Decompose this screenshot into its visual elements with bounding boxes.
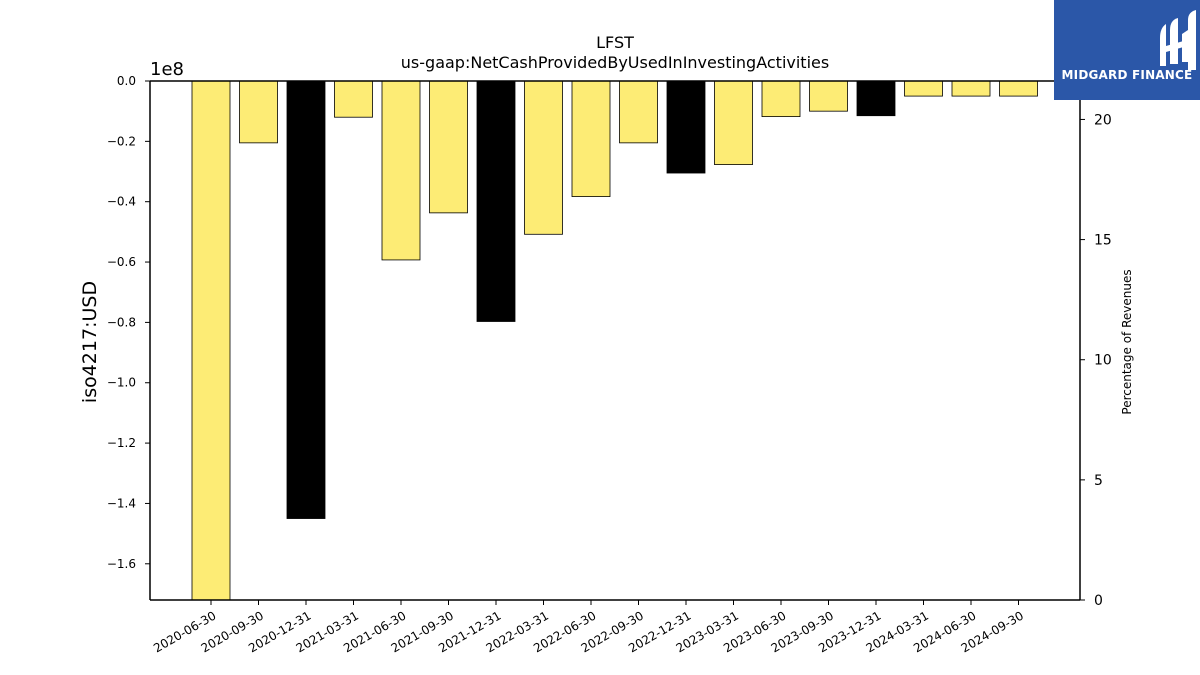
logo-mark-icon [1160, 10, 1196, 70]
bar [334, 80, 373, 118]
y-tick-label: −1.2 [107, 436, 136, 450]
y2-tick-label: 5 [1094, 473, 1103, 489]
bar [761, 80, 801, 118]
y2-tick-label: 20 [1094, 112, 1112, 128]
bars-group [191, 80, 1038, 601]
bar [191, 80, 231, 601]
y-tick-label: −0.2 [107, 134, 136, 148]
y2-tick-label: 0 [1094, 593, 1103, 609]
y-axis-label: iso4217:USD [79, 281, 101, 403]
y2-tick-label: 10 [1094, 353, 1112, 369]
y-tick-label: −0.6 [107, 255, 136, 269]
y-tick-label: −0.8 [107, 315, 136, 329]
bar [856, 80, 896, 117]
bar [381, 80, 421, 261]
y-offset-label: 1e8 [150, 59, 184, 80]
bar [951, 80, 991, 97]
bar [286, 80, 326, 519]
bar [429, 80, 468, 214]
bar [809, 80, 848, 112]
bar [714, 80, 753, 165]
bar [476, 80, 516, 322]
midgard-finance-logo: MIDGARD FINANCE [1054, 0, 1200, 100]
chart-title: LFST [596, 33, 634, 52]
bar [571, 80, 611, 197]
bar [524, 80, 563, 235]
y-tick-label: −1.4 [107, 496, 136, 510]
bar [666, 80, 706, 174]
y-tick-label: −0.4 [107, 195, 136, 209]
bar [904, 80, 943, 97]
bar [999, 80, 1038, 97]
bar [619, 80, 658, 144]
logo-text: MIDGARD FINANCE [1061, 68, 1193, 82]
y-tick-label: −1.0 [107, 376, 136, 390]
y-tick-label: 0.0 [117, 74, 136, 88]
bar [239, 80, 278, 144]
chart-subtitle: us-gaap:NetCashProvidedByUsedInInvesting… [401, 53, 829, 72]
y2-tick-label: 15 [1094, 233, 1112, 249]
y2-axis-label: Percentage of Revenues [1120, 269, 1134, 414]
y-tick-label: −1.6 [107, 557, 136, 571]
